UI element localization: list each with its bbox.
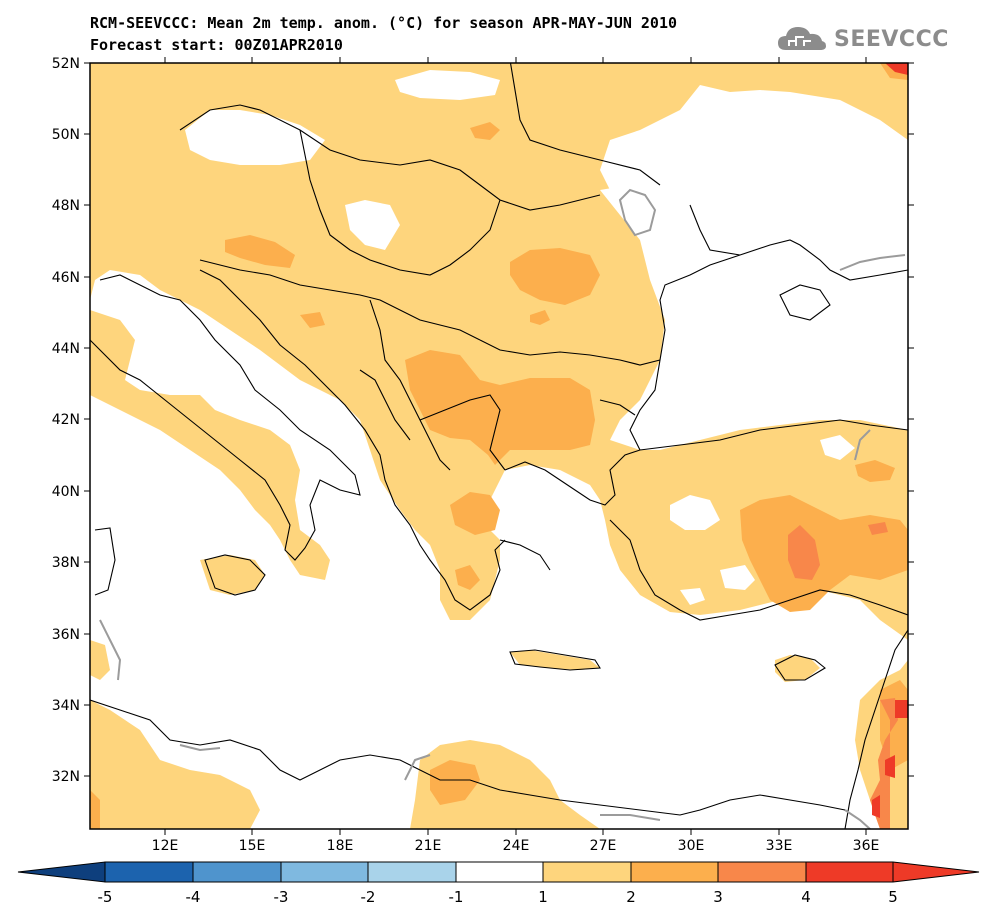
map-title: RCM-SEEVCCC: Mean 2m temp. anom. (°C) fo… bbox=[90, 14, 677, 32]
colorbar-segment bbox=[717, 861, 807, 883]
lon-label-12e: 12E bbox=[152, 838, 179, 854]
forecast-start-label: Forecast start: 00Z01APR2010 bbox=[90, 36, 343, 54]
lat-label-32n: 32N bbox=[52, 769, 80, 785]
longitude-axis: 12E 15E 18E 21E 24E 27E 30E 33E 36E bbox=[152, 57, 880, 854]
colorbar-tick: -4 bbox=[186, 888, 201, 906]
lat-label-34n: 34N bbox=[52, 698, 80, 714]
lat-label-48n: 48N bbox=[52, 198, 80, 214]
colorbar-segment bbox=[367, 861, 457, 883]
colorbar-tick: 2 bbox=[626, 888, 636, 906]
lat-label-46n: 46N bbox=[52, 270, 80, 286]
lon-label-33e: 33E bbox=[766, 838, 793, 854]
lat-label-44n: 44N bbox=[52, 341, 80, 357]
lat-label-36n: 36N bbox=[52, 627, 80, 643]
lon-label-30e: 30E bbox=[678, 838, 705, 854]
colorbar-tick: -2 bbox=[361, 888, 376, 906]
map-plot-area bbox=[90, 63, 908, 829]
map-frame bbox=[89, 62, 909, 830]
colorbar-tick: 5 bbox=[888, 888, 898, 906]
lon-label-24e: 24E bbox=[503, 838, 530, 854]
anomaly-4-5-region bbox=[872, 63, 908, 818]
seevccc-logo: SEEVCCC bbox=[776, 22, 949, 56]
logo-text: SEEVCCC bbox=[834, 26, 949, 52]
inland-water bbox=[99, 188, 906, 829]
lat-label-42n: 42N bbox=[52, 412, 80, 428]
lat-label-52n: 52N bbox=[52, 56, 80, 72]
coastlines-borders bbox=[90, 63, 908, 829]
colorbar-tick: -3 bbox=[274, 888, 289, 906]
lat-label-50n: 50N bbox=[52, 127, 80, 143]
colorbar-segment bbox=[192, 861, 282, 883]
cloud-icon bbox=[778, 27, 826, 50]
colorbar-segment bbox=[104, 861, 194, 883]
colorbar-segment bbox=[630, 861, 719, 883]
colorbar-segment bbox=[542, 861, 632, 883]
colorbar-tick: 4 bbox=[801, 888, 811, 906]
lon-label-18e: 18E bbox=[327, 838, 354, 854]
lon-label-15e: 15E bbox=[239, 838, 266, 854]
colorbar-arrow-low bbox=[17, 861, 106, 883]
colorbar-tick: -1 bbox=[449, 888, 464, 906]
lon-label-36e: 36E bbox=[853, 838, 880, 854]
colorbar-segment bbox=[280, 861, 369, 883]
lat-label-38n: 38N bbox=[52, 555, 80, 571]
colorbar: -5 -4 -3 -2 -1 1 2 3 4 5 bbox=[17, 861, 980, 906]
lon-label-27e: 27E bbox=[590, 838, 617, 854]
neutral-anomaly-regions bbox=[185, 70, 855, 605]
lat-label-40n: 40N bbox=[52, 484, 80, 500]
colorbar-segment bbox=[455, 861, 544, 883]
colorbar-tick: -5 bbox=[98, 888, 113, 906]
lon-label-21e: 21E bbox=[415, 838, 442, 854]
colorbar-tick: 1 bbox=[538, 888, 548, 906]
colorbar-tick: 3 bbox=[713, 888, 723, 906]
latitude-axis: 52N 50N 48N 46N 44N 42N 40N 38N 36N 34N … bbox=[52, 56, 914, 785]
anomaly-3-4-region bbox=[788, 522, 898, 829]
